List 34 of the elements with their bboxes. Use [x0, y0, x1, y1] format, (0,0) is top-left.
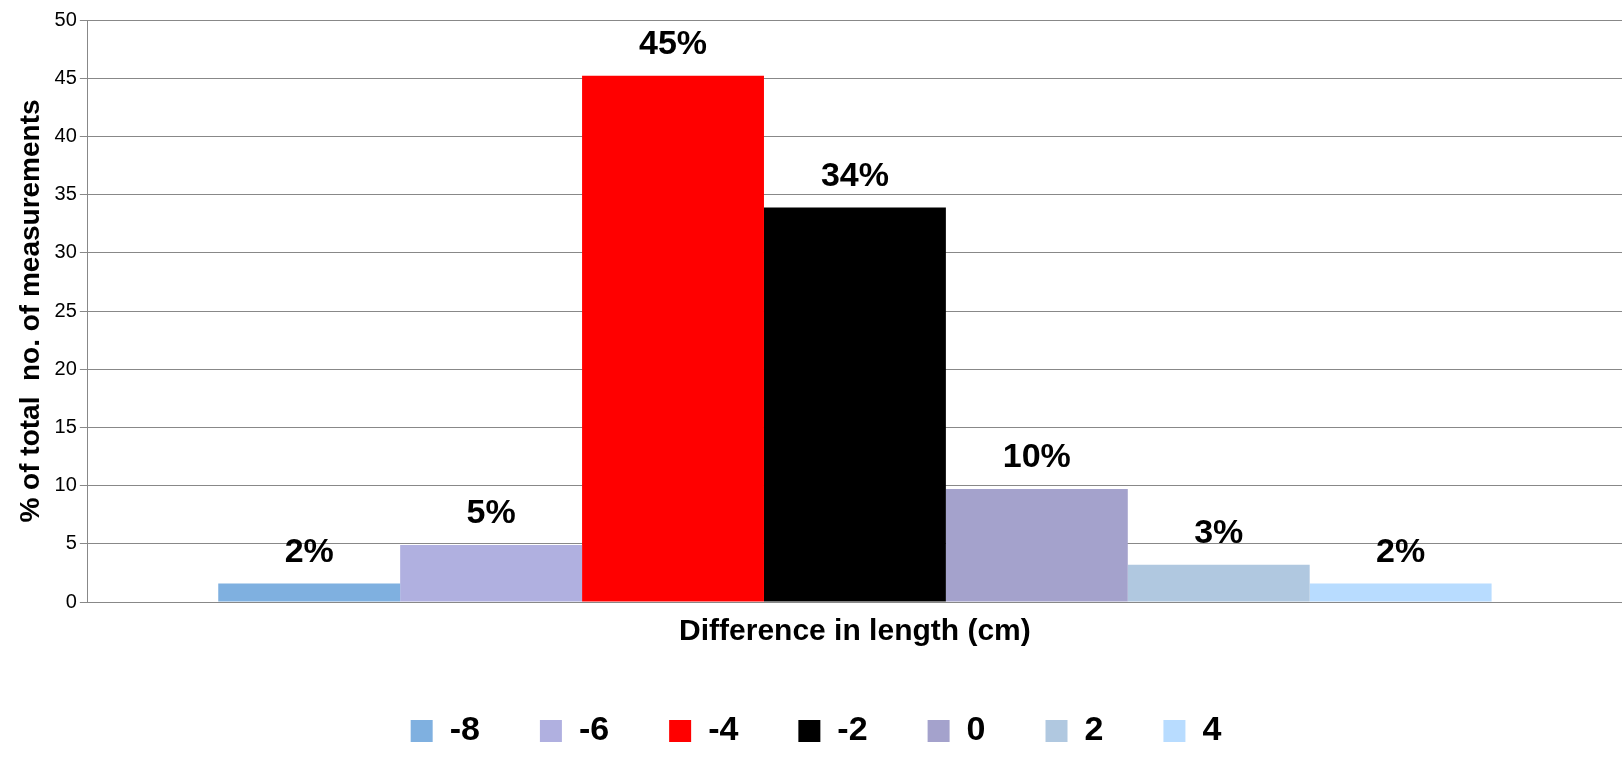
y-axis-title: % of total no. of measurements — [13, 99, 45, 523]
y-tick-label: 40 — [54, 123, 77, 146]
bar — [1127, 564, 1310, 602]
y-tick-label: 15 — [54, 414, 77, 437]
y-tick-label: 5 — [65, 531, 77, 554]
legend-label: 2 — [1084, 709, 1104, 748]
data-label: 2% — [1376, 530, 1426, 569]
legend-label: 4 — [1202, 709, 1222, 748]
data-label: 3% — [1194, 512, 1244, 551]
y-tick-label: 45 — [54, 65, 77, 88]
y-tick-label: 30 — [54, 240, 77, 263]
legend-label: -8 — [449, 709, 480, 748]
y-tick-label: 35 — [54, 182, 77, 205]
y-tick-label: 0 — [65, 589, 77, 612]
data-label: 45% — [638, 23, 708, 62]
data-label: 5% — [466, 492, 516, 531]
y-tick-label: 20 — [54, 356, 77, 379]
bar — [1309, 583, 1492, 602]
y-tick-label: 10 — [54, 473, 77, 496]
bar — [582, 75, 764, 602]
legend-label: -6 — [578, 709, 610, 748]
data-label: 10% — [1002, 436, 1071, 475]
data-label: 34% — [820, 154, 889, 193]
x-axis-title: Difference in length (cm) — [679, 613, 1031, 647]
data-label: 2% — [284, 530, 334, 569]
legend-label: 0 — [966, 709, 986, 748]
bar — [763, 207, 946, 602]
bar — [218, 583, 401, 602]
bar — [945, 489, 1128, 602]
y-tick-label: 50 — [54, 7, 77, 30]
bar — [400, 544, 583, 602]
legend-label: -4 — [708, 709, 739, 748]
legend-label: -2 — [837, 709, 868, 748]
y-tick-label: 25 — [54, 298, 77, 321]
